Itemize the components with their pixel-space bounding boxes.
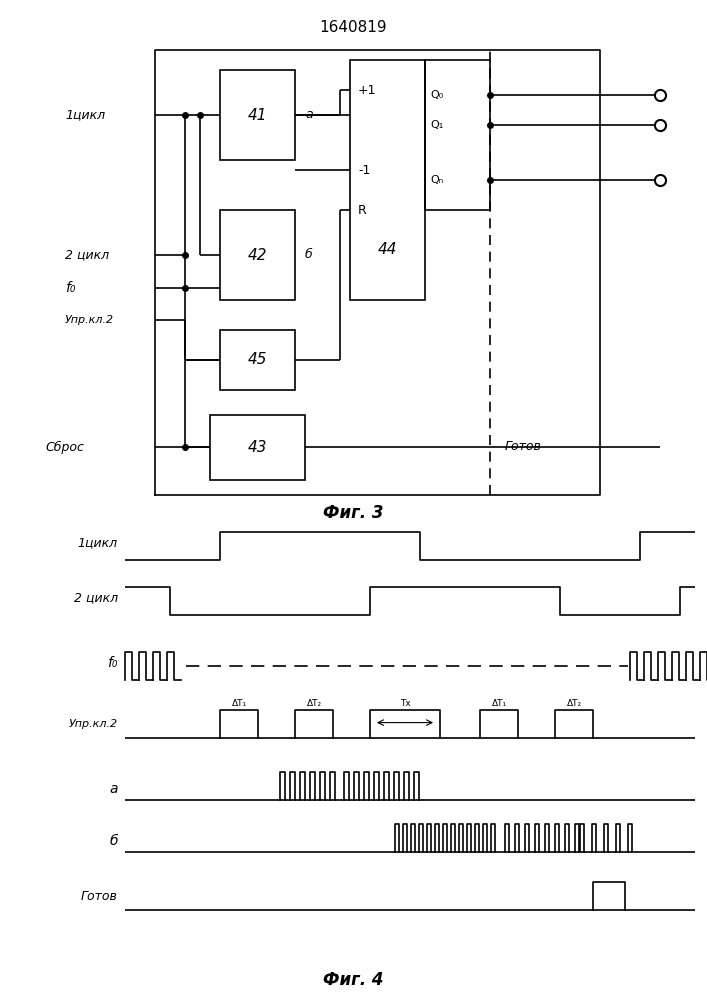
Text: 42: 42 <box>247 247 267 262</box>
Text: 44: 44 <box>378 242 397 257</box>
Text: 2 цикл: 2 цикл <box>65 248 109 261</box>
Text: 1цикл: 1цикл <box>78 537 118 550</box>
Text: Готов: Готов <box>81 890 118 902</box>
Text: R: R <box>358 204 367 217</box>
Text: б: б <box>305 248 312 261</box>
Bar <box>220 70 295 160</box>
Bar <box>425 60 490 210</box>
Text: Фиг. 3: Фиг. 3 <box>323 504 383 522</box>
Text: Упр.кл.2: Упр.кл.2 <box>69 719 118 729</box>
Text: ΔT₁: ΔT₁ <box>491 699 506 708</box>
Text: f₀: f₀ <box>107 656 118 670</box>
Text: 1цикл: 1цикл <box>65 108 105 121</box>
Text: Q₀: Q₀ <box>430 90 443 100</box>
Text: Готов: Готов <box>505 440 542 454</box>
Text: +1: +1 <box>358 84 377 97</box>
Text: Фиг. 4: Фиг. 4 <box>323 971 383 989</box>
Text: 43: 43 <box>247 440 267 455</box>
Text: Q₁: Q₁ <box>430 120 443 130</box>
Bar <box>220 330 295 390</box>
Text: ΔT₂: ΔT₂ <box>306 699 322 708</box>
Text: ΔT₁: ΔT₁ <box>231 699 247 708</box>
Text: б: б <box>110 834 118 848</box>
Bar <box>210 415 305 480</box>
Text: Tх: Tх <box>399 699 410 708</box>
Text: а: а <box>305 108 312 121</box>
Text: Сброс: Сброс <box>45 440 84 454</box>
Text: 45: 45 <box>247 353 267 367</box>
Text: -1: -1 <box>358 163 370 176</box>
Text: 41: 41 <box>247 107 267 122</box>
Text: f₀: f₀ <box>65 281 76 295</box>
Text: 2 цикл: 2 цикл <box>74 592 118 605</box>
Bar <box>220 210 295 300</box>
Text: Qₙ: Qₙ <box>430 175 443 185</box>
Text: ΔT₂: ΔT₂ <box>566 699 582 708</box>
Bar <box>350 60 425 300</box>
Text: а: а <box>110 782 118 796</box>
Text: 1640819: 1640819 <box>319 20 387 35</box>
Text: Упр.кл.2: Упр.кл.2 <box>65 315 114 325</box>
